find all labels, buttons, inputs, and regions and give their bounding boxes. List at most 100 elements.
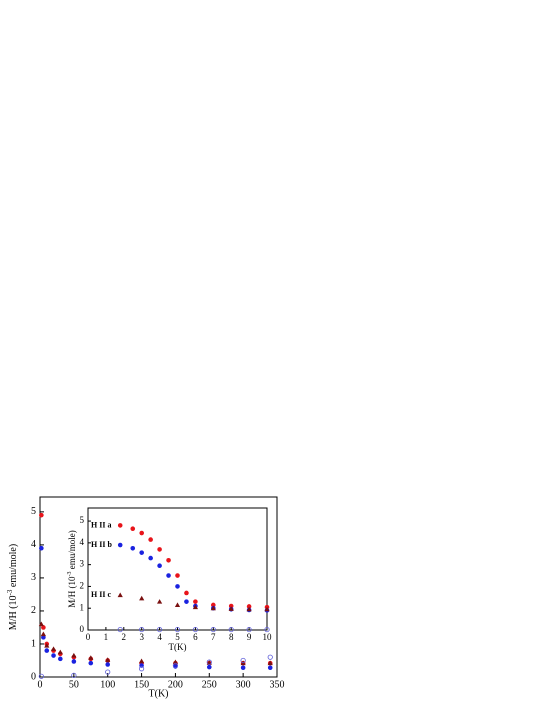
x-tick-label: 0	[86, 632, 91, 642]
y-axis-label-part: -3	[67, 572, 73, 577]
point	[139, 530, 144, 536]
x-axis-label: T(K)	[149, 688, 169, 699]
point	[57, 649, 63, 655]
point	[130, 526, 136, 531]
point	[210, 626, 216, 633]
y-axis-label-part: M/H (10	[67, 576, 77, 608]
x-tick-label: 2	[122, 632, 127, 642]
point	[148, 537, 153, 542]
x-tick-label: 4	[157, 632, 162, 642]
point	[138, 658, 145, 664]
series-label: H II c	[91, 590, 111, 599]
series-label: H II b	[91, 540, 112, 549]
x-tick-label: 7	[211, 632, 216, 642]
point	[44, 643, 50, 648]
point	[71, 672, 77, 678]
point	[117, 523, 123, 528]
point	[264, 626, 270, 633]
y-tick-label: 1	[31, 638, 36, 649]
x-tick-label: 10	[263, 632, 273, 642]
point	[105, 669, 111, 675]
point	[157, 547, 162, 552]
point	[206, 659, 212, 665]
x-tick-label: 150	[134, 679, 149, 690]
x-tick-label: 100	[100, 679, 115, 690]
point	[264, 606, 270, 612]
point	[117, 542, 123, 548]
point	[38, 673, 44, 679]
point	[139, 626, 145, 633]
point	[44, 648, 50, 653]
y-axis-label-part: M/H (10	[8, 595, 19, 630]
point	[246, 606, 252, 612]
point	[58, 656, 63, 662]
x-tick-label: 200	[168, 679, 183, 690]
x-axis-label: T(K)	[169, 642, 187, 652]
plot-frame	[39, 496, 278, 678]
point	[38, 621, 44, 627]
x-tick-label: 300	[236, 679, 251, 690]
point	[267, 665, 273, 671]
y-axis-label: M/H (10-3 emu/mole)	[67, 530, 77, 608]
x-tick-label: 50	[69, 679, 79, 690]
point	[39, 512, 44, 518]
point	[192, 626, 198, 633]
point	[175, 584, 180, 589]
point	[88, 655, 94, 660]
point	[130, 546, 136, 551]
point	[139, 550, 144, 555]
point	[192, 604, 198, 610]
point	[172, 662, 179, 669]
point	[228, 626, 234, 633]
y-axis-label-part: -3	[6, 589, 14, 595]
point	[210, 605, 216, 611]
point	[211, 602, 216, 608]
point	[166, 573, 171, 578]
point	[157, 626, 163, 633]
point	[139, 595, 145, 601]
point	[50, 646, 57, 651]
point	[105, 662, 111, 667]
point	[174, 626, 181, 633]
point	[228, 603, 234, 609]
point	[166, 557, 171, 563]
point	[175, 573, 180, 578]
y-tick-label: 5	[31, 506, 36, 517]
x-tick-label: 6	[193, 632, 198, 642]
point	[148, 555, 153, 561]
point	[138, 666, 145, 672]
point	[71, 652, 77, 658]
y-tick-label: 0	[31, 671, 36, 682]
point	[105, 657, 111, 662]
x-tick-label: 0	[38, 679, 43, 690]
y-axis-label-part: emu/mole)	[8, 544, 19, 590]
x-tick-label: 1	[104, 632, 109, 642]
y-axis-label: M/H (10-3 emu/mole)	[6, 544, 20, 630]
point	[228, 606, 234, 611]
y-tick-label: 2	[31, 605, 36, 616]
series-label: H II a	[91, 520, 111, 529]
inset-background	[88, 508, 267, 630]
point	[117, 626, 123, 633]
point	[206, 664, 212, 670]
point	[88, 660, 94, 666]
point	[51, 653, 56, 658]
point	[157, 599, 163, 604]
point	[71, 659, 77, 664]
point	[240, 665, 246, 671]
x-tick-label: 5	[175, 632, 180, 642]
x-tick-label: 250	[202, 679, 217, 690]
x-tick-label: 8	[229, 632, 234, 642]
point	[246, 604, 252, 609]
x-tick-label: 350	[270, 679, 285, 690]
point	[267, 654, 273, 660]
point	[39, 545, 44, 551]
x-tick-label: 9	[247, 632, 252, 642]
x-tick-label: 3	[139, 632, 144, 642]
y-tick-label: 4	[80, 537, 85, 547]
point	[172, 659, 179, 665]
point	[267, 660, 273, 666]
point	[117, 592, 123, 598]
point	[240, 657, 246, 664]
